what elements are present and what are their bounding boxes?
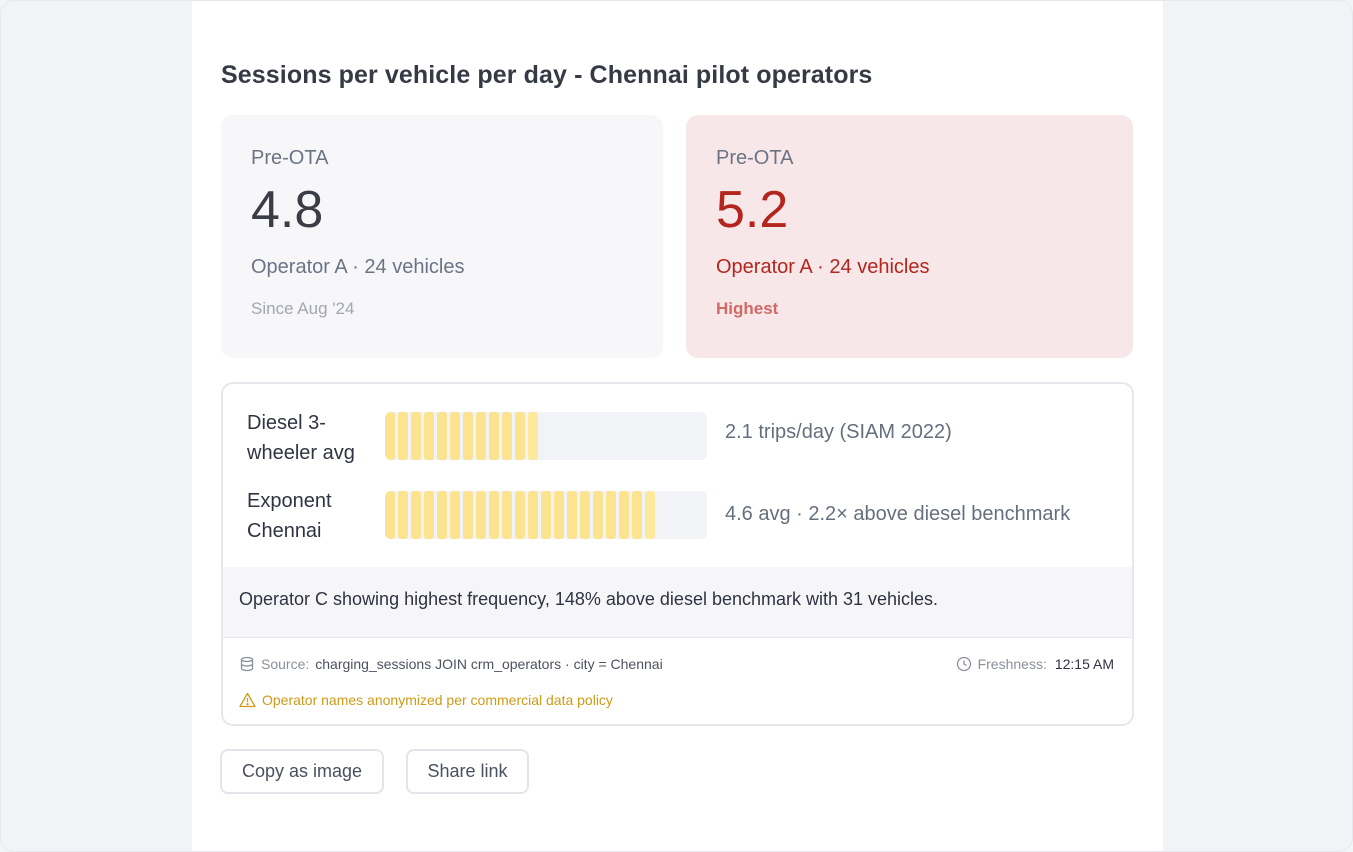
- row-value-text: 2.1 trips/day (SIAM 2022): [725, 421, 952, 443]
- progress-segment: [437, 412, 447, 460]
- source-label: Source:: [261, 656, 310, 672]
- metric-note: Highest: [716, 299, 779, 318]
- progress-segment: [424, 491, 434, 539]
- progress-segment: [515, 412, 525, 460]
- progress-segment: [489, 412, 499, 460]
- copy-as-image-button[interactable]: Copy as image: [220, 749, 384, 794]
- clock-icon: [956, 656, 972, 672]
- progress-segment: [411, 412, 421, 460]
- progress-segment: [437, 491, 447, 539]
- progress-segment: [463, 412, 473, 460]
- warning-line: Operator names anonymized per commercial…: [239, 692, 613, 708]
- progress-segment: [424, 412, 434, 460]
- metric-card-pre-ota: Pre-OTA 4.8 Operator A · 24 vehicles Sin…: [221, 115, 663, 358]
- page-title: Sessions per vehicle per day - Chennai p…: [221, 61, 873, 89]
- insight-text: Operator C showing highest frequency, 14…: [223, 567, 1132, 637]
- progress-segment: [476, 491, 486, 539]
- progress-segment: [398, 491, 408, 539]
- progress-segment: [385, 412, 395, 460]
- progress-segment: [541, 491, 551, 539]
- metric-value: 5.2: [716, 181, 789, 239]
- source-value: charging_sessions JOIN crm_operators · c…: [315, 656, 663, 672]
- report-panel: Sessions per vehicle per day - Chennai p…: [192, 1, 1163, 851]
- progress-segment: [567, 491, 577, 539]
- progress-fill: [385, 412, 538, 460]
- progress-track: [385, 491, 707, 539]
- footer: Source: charging_sessions JOIN crm_opera…: [223, 637, 1132, 724]
- metric-value: 4.8: [251, 181, 324, 239]
- progress-segment: [502, 412, 512, 460]
- progress-segment: [502, 491, 512, 539]
- progress-segment: [593, 491, 603, 539]
- progress-track: [385, 412, 707, 460]
- freshness-label: Freshness:: [977, 656, 1047, 672]
- progress-segment: [411, 491, 421, 539]
- metric-card-highest: Pre-OTA 5.2 Operator A · 24 vehicles Hig…: [686, 115, 1133, 358]
- share-link-button[interactable]: Share link: [406, 749, 529, 794]
- progress-segment: [515, 491, 525, 539]
- progress-fill: [385, 491, 655, 539]
- progress-segment: [632, 491, 642, 539]
- progress-segment: [476, 412, 486, 460]
- progress-segment: [580, 491, 590, 539]
- progress-segment: [528, 491, 538, 539]
- warning-icon: [239, 692, 256, 708]
- freshness-line: Freshness: 12:15 AM: [956, 656, 1114, 672]
- progress-segment: [385, 491, 395, 539]
- metric-label: Pre-OTA: [251, 147, 329, 169]
- freshness-value: 12:15 AM: [1054, 656, 1114, 672]
- source-line: Source: charging_sessions JOIN crm_opera…: [239, 656, 663, 672]
- progress-segment: [606, 491, 616, 539]
- progress-segment: [645, 491, 655, 539]
- row-label: Exponent Chennai: [247, 490, 332, 542]
- progress-segment: [463, 491, 473, 539]
- row-value-text: 4.6 avg · 2.2× above diesel benchmark: [725, 503, 1071, 525]
- metric-subtitle: Operator A · 24 vehicles: [251, 256, 465, 278]
- metric-note: Since Aug '24: [251, 299, 355, 318]
- metric-subtitle: Operator A · 24 vehicles: [716, 256, 930, 278]
- row-label: Diesel 3-wheeler avg: [247, 412, 355, 464]
- comparison-panel: Diesel 3-wheeler avg 2.1 trips/day (SIAM…: [221, 382, 1134, 726]
- warning-text: Operator names anonymized per commercial…: [262, 692, 613, 708]
- progress-segment: [554, 491, 564, 539]
- progress-segment: [450, 412, 460, 460]
- metric-label: Pre-OTA: [716, 147, 794, 169]
- database-icon: [239, 656, 255, 672]
- progress-segment: [450, 491, 460, 539]
- progress-segment: [619, 491, 629, 539]
- progress-segment: [398, 412, 408, 460]
- progress-segment: [528, 412, 538, 460]
- progress-segment: [489, 491, 499, 539]
